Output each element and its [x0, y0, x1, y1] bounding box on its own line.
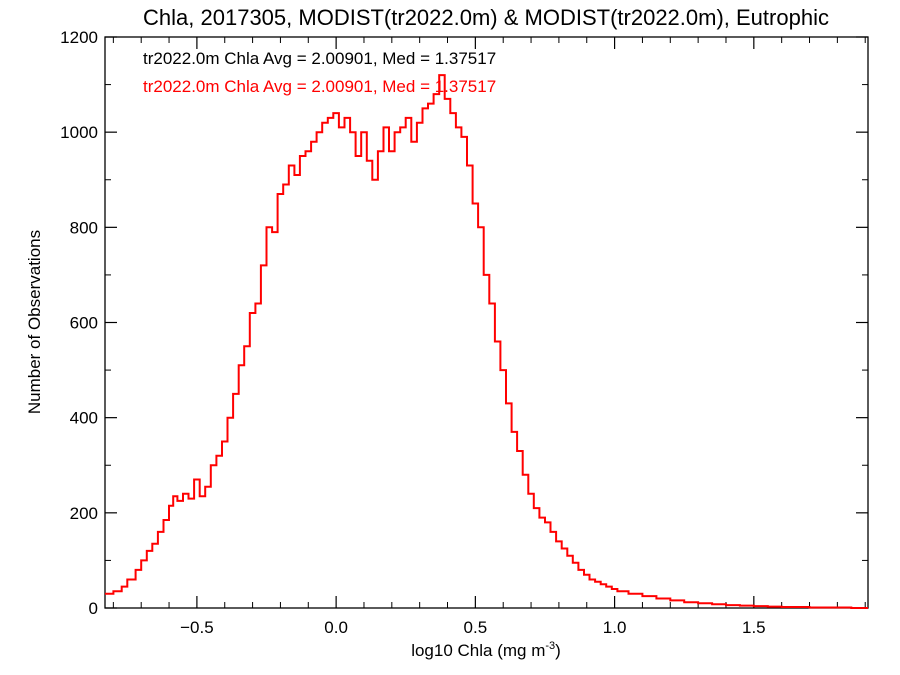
x-tick-label: 1.0	[603, 618, 627, 637]
annotation-red: tr2022.0m Chla Avg = 2.00901, Med = 1.37…	[143, 77, 496, 96]
y-tick-label: 200	[70, 504, 98, 523]
x-axis-label: log10 Chla (mg m-3)	[411, 640, 561, 660]
y-tick-label: 0	[89, 599, 98, 618]
x-tick-label: −0.5	[180, 618, 214, 637]
y-axis-label: Number of Observations	[25, 230, 44, 414]
y-tick-label: 1000	[60, 123, 98, 142]
series-group	[105, 74, 868, 609]
chart-title: Chla, 2017305, MODIST(tr2022.0m) & MODIS…	[143, 5, 829, 30]
series-line	[105, 74, 868, 609]
x-tick-label: 1.5	[742, 618, 766, 637]
y-axis-ticks: 0 200 400 600 800 1000 1200	[60, 28, 868, 618]
y-tick-label: 800	[70, 218, 98, 237]
x-axis-ticks: −0.5 0.0 0.5 1.0 1.5	[112, 37, 866, 637]
y-tick-label: 400	[70, 409, 98, 428]
plot-frame	[104, 36, 869, 609]
x-tick-label: 0.0	[324, 618, 348, 637]
y-tick-label: 1200	[60, 28, 98, 47]
y-tick-label: 600	[70, 314, 98, 333]
annotation-black: tr2022.0m Chla Avg = 2.00901, Med = 1.37…	[143, 49, 496, 68]
x-tick-label: 0.5	[464, 618, 488, 637]
x-axis-label-superscript: -3	[545, 640, 555, 652]
